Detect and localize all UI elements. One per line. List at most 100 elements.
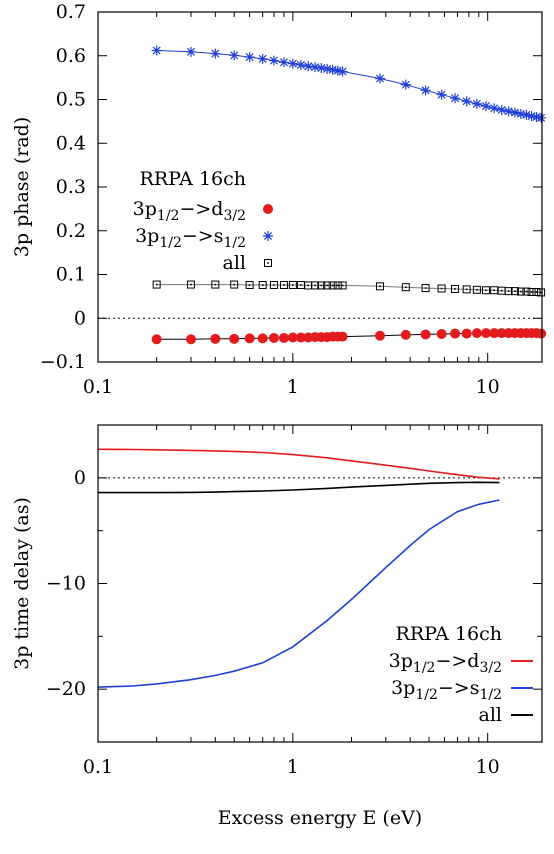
data-point-dot	[465, 288, 468, 291]
data-point	[536, 328, 547, 339]
legend-symbol	[264, 259, 272, 267]
data-point	[480, 101, 491, 112]
data-point	[337, 66, 348, 77]
data-point	[186, 280, 195, 289]
data-point-dot	[233, 283, 235, 286]
legend-label-part: d	[467, 650, 479, 672]
data-point-outline	[230, 280, 239, 289]
y-axis-label: 3p phase (rad)	[11, 117, 33, 257]
legend-label-part: −>	[179, 198, 211, 220]
data-point	[278, 332, 289, 343]
data-point	[245, 281, 254, 289]
data-point	[375, 282, 384, 291]
data-point-outline	[516, 287, 525, 296]
legend-title: RRPA 16ch	[396, 623, 502, 645]
data-point-dot	[525, 290, 528, 293]
data-point-dot	[261, 284, 264, 286]
data-point	[489, 328, 500, 339]
data-point-dot	[454, 288, 456, 290]
data-point	[480, 328, 491, 339]
data-point	[471, 328, 482, 339]
data-point-dot	[331, 284, 334, 287]
data-point-dot	[540, 291, 542, 294]
data-point	[481, 286, 490, 295]
data-point	[496, 105, 507, 115]
legend-label-part: 3p	[133, 198, 157, 220]
data-point-dot	[520, 290, 522, 293]
data-point	[244, 333, 255, 344]
data-point	[229, 333, 240, 344]
y-tick-label: 0.3	[56, 176, 86, 198]
data-point-outline	[245, 281, 254, 289]
data-point	[311, 281, 320, 290]
data-point	[185, 46, 196, 57]
y-tick-label: −0.1	[40, 351, 86, 373]
data-point	[210, 333, 221, 344]
legend-symbol-outline	[264, 259, 272, 267]
legend-entry-label: 3p1/2−>d3/2	[133, 198, 246, 224]
legend-entry-label: 3p1/2−>s1/2	[391, 677, 502, 703]
y-tick-label: 0.4	[56, 132, 86, 154]
data-point	[244, 52, 255, 63]
data-point-outline	[323, 281, 332, 290]
data-point	[279, 281, 288, 289]
data-point	[503, 106, 514, 117]
data-point	[451, 284, 460, 293]
data-point-dot	[379, 285, 381, 288]
data-point	[471, 98, 482, 109]
data-point-outline	[451, 284, 460, 293]
data-point	[310, 62, 321, 73]
data-point	[510, 287, 519, 296]
data-point	[327, 64, 338, 75]
data-point-dot	[476, 289, 478, 291]
data-point	[516, 287, 525, 296]
data-point-outline	[328, 281, 337, 290]
x-tick-label: 10	[476, 376, 500, 398]
legend-symbol	[263, 204, 273, 214]
data-point-dot	[507, 290, 510, 292]
data-point	[211, 280, 220, 289]
x-tick-label: 1	[287, 376, 299, 398]
data-point-outline	[258, 281, 267, 289]
data-point	[337, 331, 348, 342]
data-point-dot	[300, 284, 302, 286]
data-point	[421, 284, 430, 293]
data-point-dot	[190, 283, 192, 286]
data-point	[461, 328, 472, 339]
data-point	[323, 281, 332, 290]
data-point	[420, 85, 431, 96]
data-point	[152, 280, 161, 289]
data-point-outline	[375, 282, 384, 291]
data-point	[316, 63, 327, 73]
y-tick-label: −20	[46, 678, 86, 700]
legend-label-part: 1/2	[223, 235, 246, 251]
data-point	[374, 330, 385, 341]
y-tick-label: 0	[74, 307, 86, 329]
data-point	[509, 107, 520, 118]
data-point-dot	[485, 289, 487, 292]
data-point-outline	[522, 287, 531, 296]
data-point	[521, 109, 532, 120]
data-point	[436, 89, 447, 100]
data-point	[303, 61, 314, 72]
legend-label-part: 3p	[135, 225, 159, 247]
phase-panel: 0.1 1 10 −0.1 0 0.1 0.2 0.3 0.4 0.5 0.6 0.7 3p phase…	[11, 1, 547, 398]
data-point	[436, 329, 447, 339]
data-point-outline	[537, 288, 546, 297]
data-point	[151, 45, 162, 56]
data-point	[532, 288, 541, 296]
data-point-outline	[462, 285, 471, 294]
data-point	[420, 329, 431, 340]
data-point	[400, 329, 411, 340]
data-point-outline	[481, 286, 490, 295]
data-point	[400, 79, 411, 90]
x-axis-label: Excess energy E (eV)	[218, 807, 422, 829]
data-point-dot	[336, 284, 339, 287]
data-point	[462, 285, 471, 294]
data-point	[374, 73, 385, 84]
data-point	[295, 59, 306, 70]
data-point-outline	[186, 280, 195, 289]
data-point-dot	[341, 284, 344, 287]
data-point	[489, 103, 500, 114]
